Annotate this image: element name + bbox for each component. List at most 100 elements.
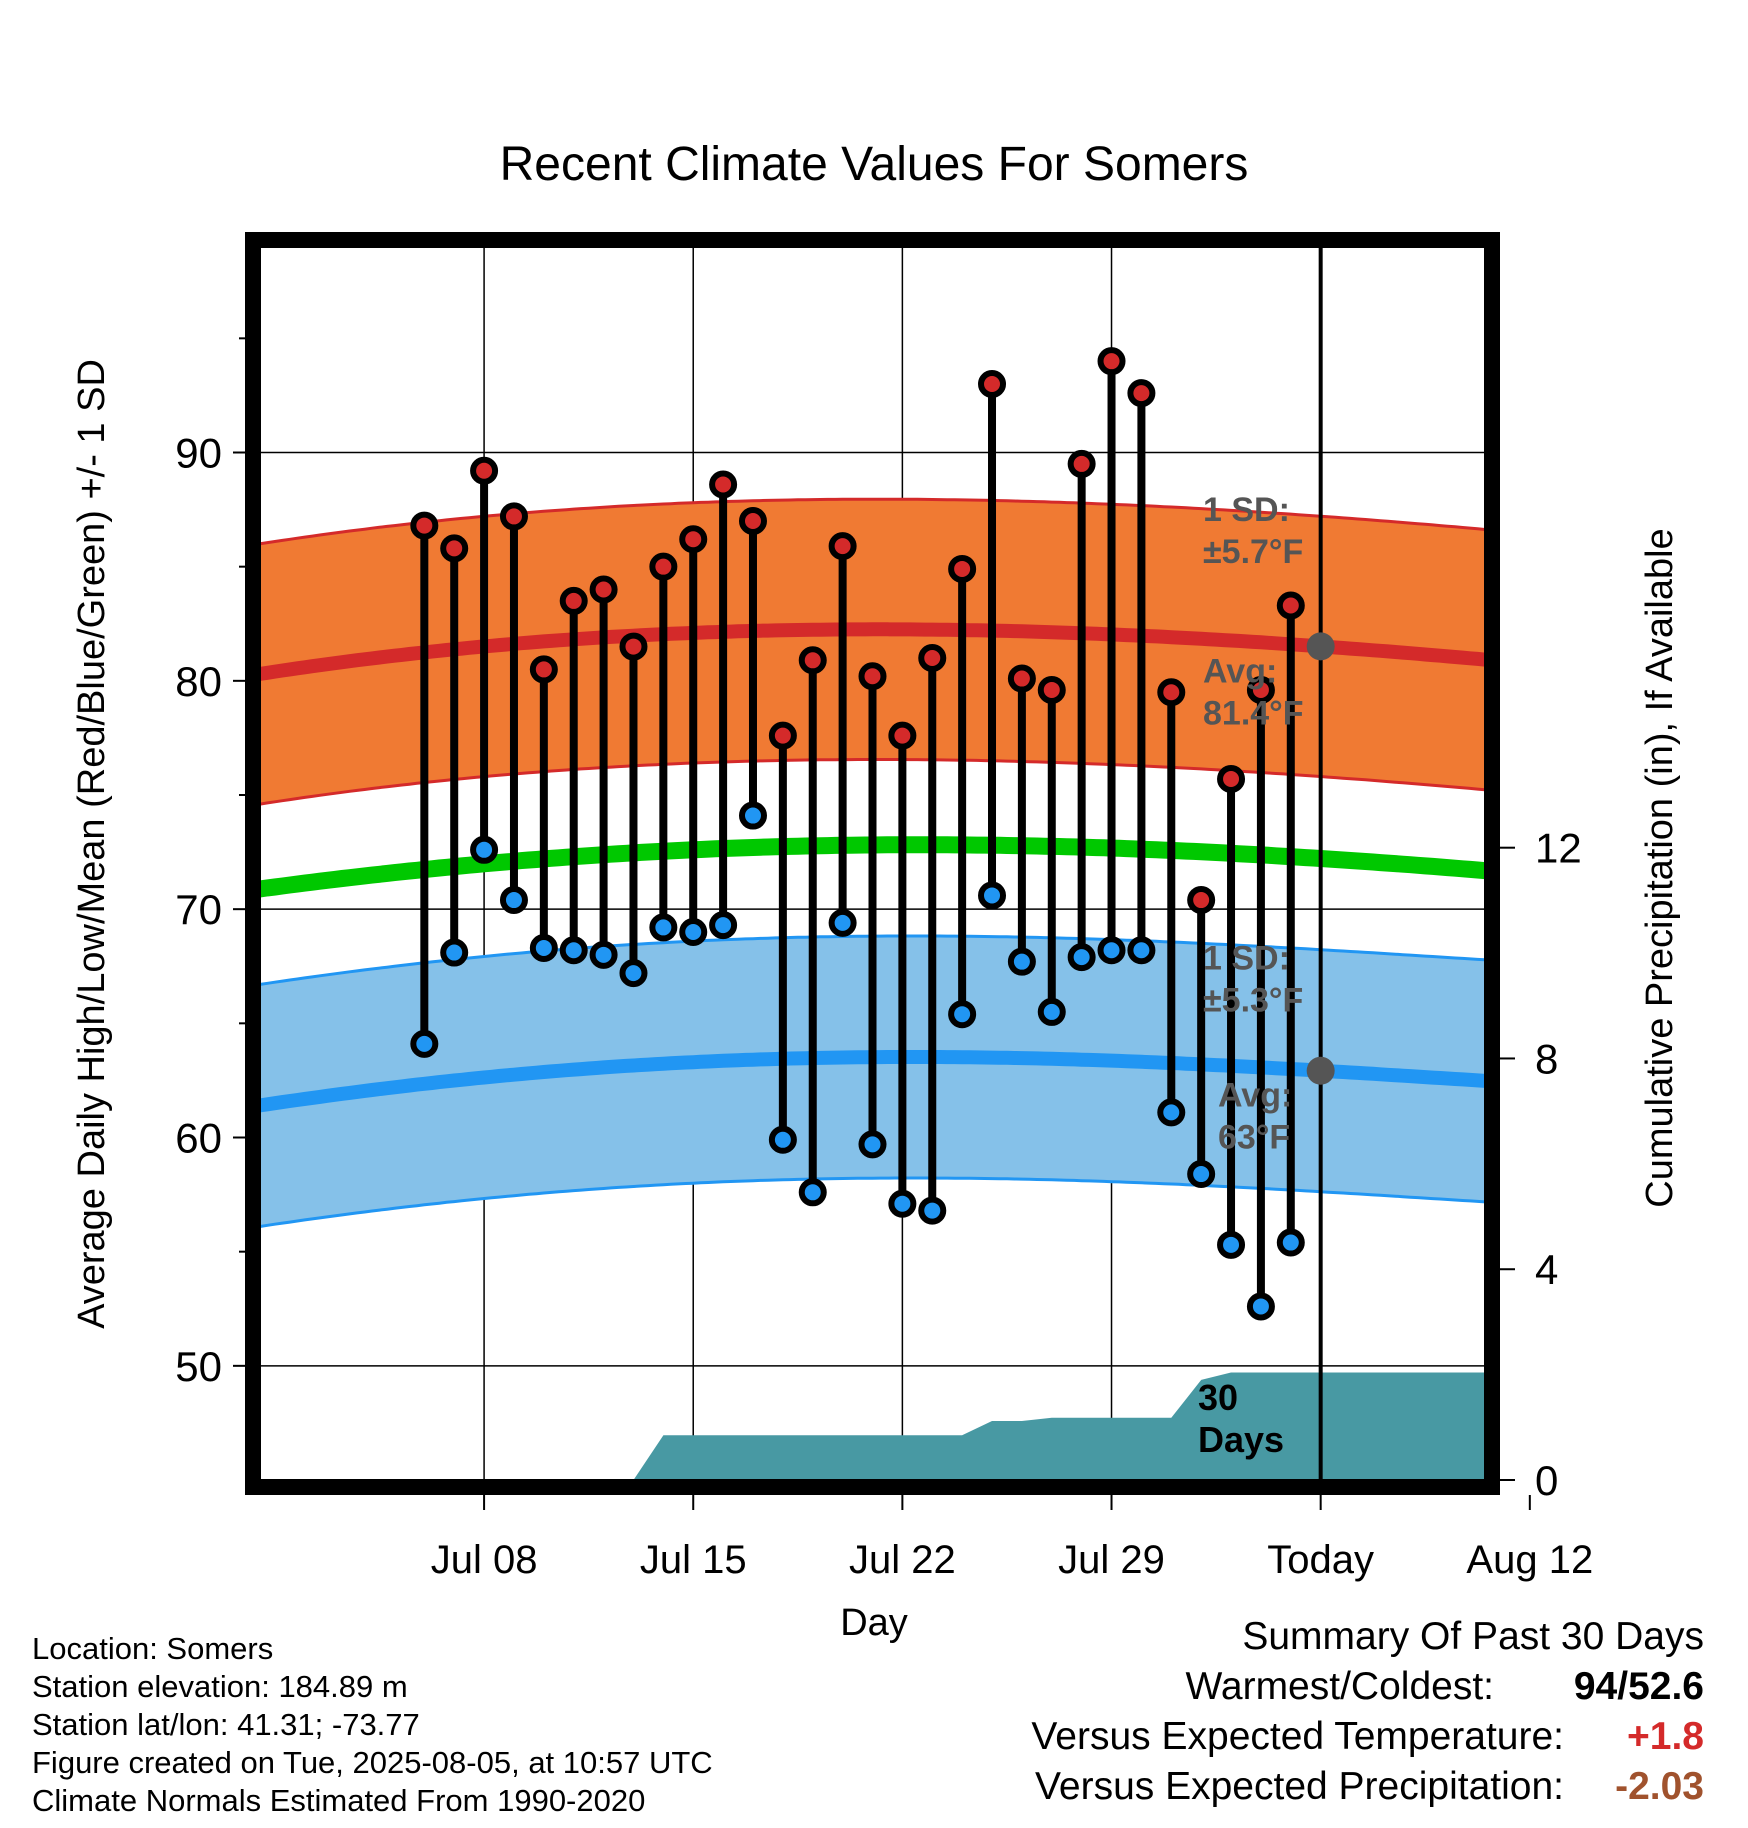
high-temp-point [948,554,977,583]
high-sd-band [260,499,1485,805]
low-temp-point [738,801,767,830]
chart-title: Recent Climate Values For Somers [500,138,1249,191]
y-left-tick-label: 70 [175,886,222,933]
summary-heading-row: Summary Of Past 30 Days [1031,1615,1704,1665]
high-temp-point [1276,591,1305,620]
high-temp-point [798,646,827,675]
slash-separator: / [1617,1665,1629,1708]
x-tick-label: Today [1267,1538,1374,1582]
high-temp-point [1157,678,1186,707]
warmest-coldest-row: Warmest/Coldest: 94/52.6 [1031,1665,1704,1715]
x-tick-label: Jul 22 [849,1538,956,1582]
location-text: Location: Somers [32,1631,274,1666]
y-axis-right-label: Cumulative Precipitation (in), If Availa… [1639,528,1681,1207]
high-temp-point [1037,675,1066,704]
high-temp-point [529,655,558,684]
low-temp-point [1127,936,1156,965]
high-temp-point [589,575,618,604]
y-axis-left-label: Average Daily High/Low/Mean (Red/Blue/Gr… [71,359,113,1329]
low-temp-point [410,1029,439,1058]
temp-departure-row: Versus Expected Temperature: +1.8 [1031,1715,1704,1765]
low-temp-point [1007,947,1036,976]
high-avg-label: Avg: [1203,652,1277,690]
warmest-value: 94 [1573,1665,1618,1708]
high-avg-value: 81.4°F [1203,694,1304,732]
warmest-coldest-label: Warmest/Coldest: [1185,1665,1494,1708]
precip-days-label: 30 [1198,1377,1238,1418]
high-temp-point [1127,379,1156,408]
high-temp-point [709,470,738,499]
low-temp-point [828,908,857,937]
x-tick-label: Jul 29 [1058,1538,1165,1582]
high-temp-point [649,552,678,581]
high-temp-point [738,507,767,535]
low-sd-value: ±5.3°F [1203,982,1303,1020]
high-temp-point [828,532,857,561]
today-high-normal-marker [1306,632,1335,661]
low-temp-point [918,1196,947,1225]
low-temp-point [888,1189,917,1218]
high-temp-point [768,721,797,750]
low-temp-point [1217,1230,1246,1259]
plot-frame [245,232,1500,1495]
high-sd-value: ±5.7°F [1203,533,1303,571]
warmest-coldest-value: 94/52.6 [1494,1665,1704,1709]
high-sd-label: 1 SD: [1203,491,1290,529]
high-temp-point [888,721,917,750]
low-temp-point [529,933,558,962]
high-normal-line [260,622,1485,681]
precip-area [633,1372,1485,1480]
x-tick-label: Jul 15 [640,1538,747,1582]
high-sd-upper-edge [260,497,1485,546]
high-temp-point [858,662,887,691]
high-temp-point [1187,886,1216,915]
y-right-tick-label: 0 [1535,1457,1558,1504]
high-temp-point [679,525,708,554]
low-temp-point [589,940,618,969]
y-right-tick-label: 12 [1535,825,1582,872]
low-temp-point [798,1178,827,1207]
low-temp-point [948,1000,977,1029]
y-right-tick-label: 4 [1535,1246,1558,1293]
high-temp-point [470,456,499,485]
precip-days-unit: Days [1198,1419,1284,1460]
summary-heading: Summary Of Past 30 Days [1242,1615,1704,1658]
high-temp-point [1007,664,1036,693]
summary-panel: Summary Of Past 30 Days Warmest/Coldest:… [1031,1615,1704,1815]
x-tick-label: Jul 08 [431,1538,538,1582]
high-temp-point [559,586,588,615]
low-temp-point [858,1130,887,1159]
y-left-tick-label: 50 [175,1343,222,1390]
high-temp-point [1246,675,1275,704]
low-temp-point [709,911,738,940]
low-avg-label: Avg: [1218,1077,1292,1115]
plot-area: 1 SD: ±5.7°F Avg: 81.4°F 1 SD: ±5.3°F Avg: 63°F… [175,232,1593,1582]
low-temp-point [499,886,528,915]
low-avg-value: 63°F [1218,1119,1290,1157]
today-low-normal-marker [1306,1056,1335,1085]
low-temp-point [559,936,588,965]
low-temp-point [679,918,708,946]
low-temp-point [768,1125,797,1154]
low-temp-point [619,959,648,988]
low-temp-point [1276,1228,1305,1257]
low-temp-point [649,913,678,942]
low-temp-point [1187,1160,1216,1189]
high-temp-point [1097,347,1126,376]
low-temp-point [1157,1098,1186,1127]
low-temp-point [440,938,469,967]
x-axis-label: Day [840,1602,908,1644]
low-temp-point [1097,936,1126,965]
high-temp-point [499,502,528,531]
high-temp-point [978,370,1007,398]
low-temp-point [470,835,499,864]
low-sd-lower-edge [260,1176,1485,1229]
latlon-text: Station lat/lon: 41.31; -73.77 [32,1707,420,1742]
high-temp-point [918,644,947,672]
y-right-tick-label: 8 [1535,1035,1558,1082]
coldest-value: 52.6 [1628,1665,1704,1708]
low-temp-point [1067,943,1096,972]
temp-departure-label: Versus Expected Temperature: [1031,1715,1564,1758]
precip-departure-value: -2.03 [1615,1765,1704,1808]
